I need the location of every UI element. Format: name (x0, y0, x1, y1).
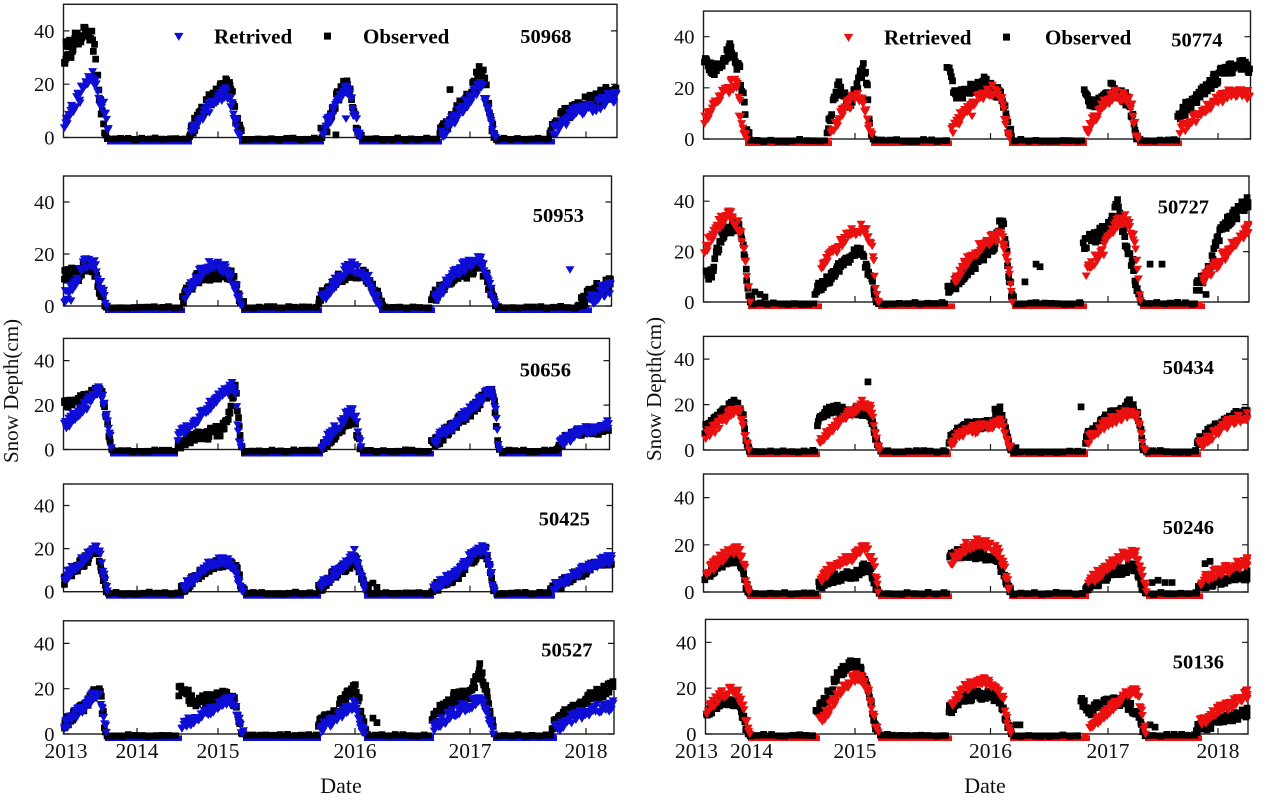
svg-text:40: 40 (674, 488, 695, 510)
svg-text:2015: 2015 (197, 739, 240, 763)
svg-text:50425: 50425 (539, 509, 590, 531)
svg-text:40: 40 (34, 21, 55, 43)
svg-text:2018: 2018 (565, 739, 608, 763)
svg-text:50656: 50656 (520, 360, 571, 382)
svg-text:50774: 50774 (1171, 30, 1222, 52)
svg-text:40: 40 (34, 496, 55, 518)
svg-text:50727: 50727 (1158, 197, 1209, 219)
svg-text:20: 20 (674, 242, 695, 264)
svg-text:Snow Depth(cm): Snow Depth(cm) (642, 317, 666, 461)
svg-text:20: 20 (34, 74, 55, 96)
svg-text:2017: 2017 (449, 739, 492, 763)
svg-text:2014: 2014 (730, 739, 773, 763)
svg-text:0: 0 (684, 440, 694, 462)
svg-text:20: 20 (34, 395, 55, 417)
svg-text:20: 20 (674, 395, 695, 417)
svg-text:Observed: Observed (1045, 26, 1132, 50)
svg-text:40: 40 (674, 349, 695, 371)
svg-text:50246: 50246 (1163, 517, 1214, 539)
svg-text:40: 40 (34, 351, 55, 373)
svg-text:50968: 50968 (520, 26, 571, 48)
svg-text:40: 40 (676, 632, 697, 654)
svg-text:20: 20 (34, 244, 55, 266)
svg-text:2016: 2016 (334, 739, 377, 763)
svg-text:2015: 2015 (834, 739, 877, 763)
svg-text:Date: Date (320, 773, 362, 798)
svg-text:20: 20 (676, 678, 697, 700)
svg-text:20: 20 (34, 539, 55, 561)
svg-text:2013: 2013 (675, 739, 718, 763)
svg-text:2014: 2014 (116, 739, 159, 763)
svg-text:Snow Depth(cm): Snow Depth(cm) (0, 319, 23, 463)
svg-text:50136: 50136 (1173, 652, 1224, 674)
svg-text:0: 0 (686, 724, 696, 746)
svg-text:Date: Date (964, 773, 1006, 798)
svg-text:Observed: Observed (363, 25, 450, 49)
svg-text:0: 0 (684, 292, 694, 314)
svg-text:0: 0 (684, 582, 694, 604)
svg-text:0: 0 (44, 582, 54, 604)
svg-text:2017: 2017 (1087, 739, 1130, 763)
svg-text:20: 20 (34, 679, 55, 701)
svg-text:0: 0 (44, 128, 54, 150)
svg-text:0: 0 (44, 724, 54, 746)
svg-text:40: 40 (34, 633, 55, 655)
svg-text:20: 20 (674, 535, 695, 557)
svg-text:40: 40 (674, 191, 695, 213)
svg-text:40: 40 (674, 27, 695, 49)
svg-text:40: 40 (34, 192, 55, 214)
svg-text:0: 0 (44, 296, 54, 318)
svg-text:50527: 50527 (541, 640, 592, 662)
svg-text:Retrived: Retrived (214, 25, 292, 49)
svg-text:2016: 2016 (969, 739, 1012, 763)
svg-text:0: 0 (44, 440, 54, 462)
svg-text:0: 0 (684, 129, 694, 151)
svg-text:Retrieved: Retrieved (884, 26, 972, 50)
svg-text:20: 20 (674, 78, 695, 100)
svg-text:50953: 50953 (533, 205, 584, 227)
svg-text:2018: 2018 (1197, 739, 1240, 763)
svg-text:50434: 50434 (1163, 357, 1214, 379)
svg-text:2013: 2013 (45, 739, 88, 763)
